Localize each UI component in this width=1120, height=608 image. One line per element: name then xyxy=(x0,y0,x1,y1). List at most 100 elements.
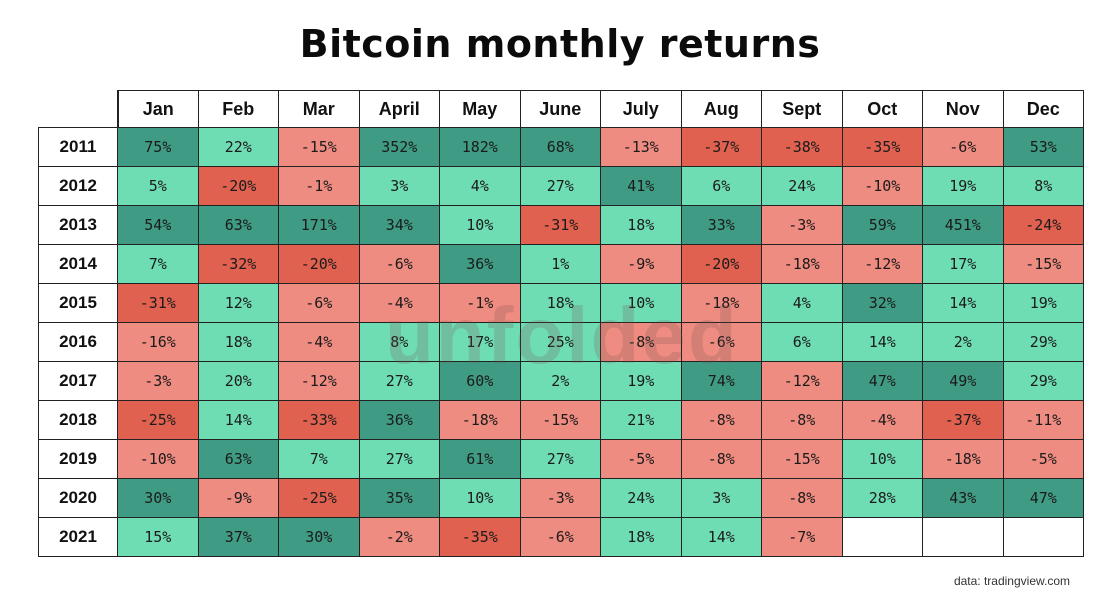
heatmap-cell: 18% xyxy=(520,284,601,323)
heatmap-cell: 2% xyxy=(923,323,1004,362)
heatmap-cell: 35% xyxy=(359,479,440,518)
heatmap-cell: -37% xyxy=(923,401,1004,440)
heatmap-cell: 37% xyxy=(198,518,279,557)
heatmap-cell: 36% xyxy=(440,245,521,284)
column-header: Oct xyxy=(842,90,923,128)
heatmap-cell: 4% xyxy=(762,284,843,323)
heatmap-cell xyxy=(842,518,923,557)
heatmap-cell: 41% xyxy=(601,167,682,206)
heatmap-cell: 6% xyxy=(681,167,762,206)
heatmap-cell: -12% xyxy=(762,362,843,401)
heatmap-cell: 19% xyxy=(923,167,1004,206)
heatmap-cell: 53% xyxy=(1003,128,1084,167)
table-corner xyxy=(38,90,118,128)
heatmap-cell: -7% xyxy=(762,518,843,557)
chart-title: Bitcoin monthly returns xyxy=(299,22,821,66)
heatmap-cell: 14% xyxy=(198,401,279,440)
heatmap-cell: 34% xyxy=(359,206,440,245)
returns-heatmap-table: Jan Feb Mar April May June July Aug Sept Oct Nov De… xyxy=(38,90,1084,557)
heatmap-cell: -15% xyxy=(520,401,601,440)
heatmap-cell: 352% xyxy=(359,128,440,167)
heatmap-cell: 28% xyxy=(842,479,923,518)
column-header: Jan xyxy=(118,90,199,128)
heatmap-cell: 33% xyxy=(681,206,762,245)
heatmap-cell: -15% xyxy=(279,128,360,167)
heatmap-cell: 15% xyxy=(118,518,199,557)
heatmap-cell: 4% xyxy=(440,167,521,206)
heatmap-cell: 1% xyxy=(520,245,601,284)
row-header-year: 2015 xyxy=(38,284,118,323)
heatmap-cell: -8% xyxy=(681,401,762,440)
heatmap-cell: 10% xyxy=(440,206,521,245)
heatmap-cell: -15% xyxy=(762,440,843,479)
heatmap-cell: -31% xyxy=(118,284,199,323)
heatmap-cell: -6% xyxy=(681,323,762,362)
heatmap-cell: 17% xyxy=(923,245,1004,284)
heatmap-cell: 30% xyxy=(118,479,199,518)
heatmap-cell: 24% xyxy=(762,167,843,206)
heatmap-cell: 10% xyxy=(601,284,682,323)
heatmap-cell: 10% xyxy=(842,440,923,479)
heatmap-cell: 3% xyxy=(359,167,440,206)
heatmap-cell: 8% xyxy=(1003,167,1084,206)
heatmap-cell: -33% xyxy=(279,401,360,440)
heatmap-cell: -1% xyxy=(279,167,360,206)
heatmap-cell: 14% xyxy=(681,518,762,557)
heatmap-cell: -13% xyxy=(601,128,682,167)
column-header: Dec xyxy=(1003,90,1084,128)
heatmap-cell: 47% xyxy=(1003,479,1084,518)
heatmap-cell: 10% xyxy=(440,479,521,518)
heatmap-cell: -1% xyxy=(440,284,521,323)
heatmap-cell: 49% xyxy=(923,362,1004,401)
heatmap-cell: 63% xyxy=(198,206,279,245)
heatmap-cell: 27% xyxy=(520,440,601,479)
heatmap-cell xyxy=(1003,518,1084,557)
heatmap-cell: 74% xyxy=(681,362,762,401)
heatmap-cell: -18% xyxy=(923,440,1004,479)
row-header-year: 2012 xyxy=(38,167,118,206)
heatmap-cell: -9% xyxy=(601,245,682,284)
heatmap-cell: -6% xyxy=(279,284,360,323)
heatmap-cell: 14% xyxy=(923,284,1004,323)
heatmap-cell: 171% xyxy=(279,206,360,245)
heatmap-cell: 14% xyxy=(842,323,923,362)
heatmap-cell: -2% xyxy=(359,518,440,557)
column-header: Aug xyxy=(681,90,762,128)
heatmap-cell: -25% xyxy=(279,479,360,518)
heatmap-cell: -15% xyxy=(1003,245,1084,284)
row-header-year: 2011 xyxy=(38,128,118,167)
heatmap-cell: -25% xyxy=(118,401,199,440)
heatmap-cell: -18% xyxy=(440,401,521,440)
heatmap-cell: -6% xyxy=(359,245,440,284)
heatmap-cell: -4% xyxy=(279,323,360,362)
heatmap-cell: 19% xyxy=(601,362,682,401)
column-header: Sept xyxy=(762,90,843,128)
row-header-year: 2014 xyxy=(38,245,118,284)
heatmap-cell: 59% xyxy=(842,206,923,245)
heatmap-cell: 30% xyxy=(279,518,360,557)
heatmap-cell: 18% xyxy=(601,518,682,557)
heatmap-cell: -3% xyxy=(118,362,199,401)
heatmap-cell: -8% xyxy=(762,401,843,440)
heatmap-cell: 22% xyxy=(198,128,279,167)
heatmap-cell: 18% xyxy=(601,206,682,245)
heatmap-cell: 6% xyxy=(762,323,843,362)
heatmap-cell: 63% xyxy=(198,440,279,479)
heatmap-cell: -20% xyxy=(681,245,762,284)
heatmap-cell: -16% xyxy=(118,323,199,362)
heatmap-cell: -24% xyxy=(1003,206,1084,245)
heatmap-cell: -10% xyxy=(118,440,199,479)
heatmap-cell: -31% xyxy=(520,206,601,245)
heatmap-cell: 75% xyxy=(118,128,199,167)
heatmap-cell: 36% xyxy=(359,401,440,440)
heatmap-cell: -20% xyxy=(198,167,279,206)
row-header-year: 2020 xyxy=(38,479,118,518)
heatmap-cell: -8% xyxy=(681,440,762,479)
heatmap-cell: 18% xyxy=(198,323,279,362)
heatmap-cell: 7% xyxy=(118,245,199,284)
heatmap-cell: 27% xyxy=(520,167,601,206)
heatmap-cell: 19% xyxy=(1003,284,1084,323)
heatmap-cell: 182% xyxy=(440,128,521,167)
row-header-year: 2017 xyxy=(38,362,118,401)
column-header: April xyxy=(359,90,440,128)
